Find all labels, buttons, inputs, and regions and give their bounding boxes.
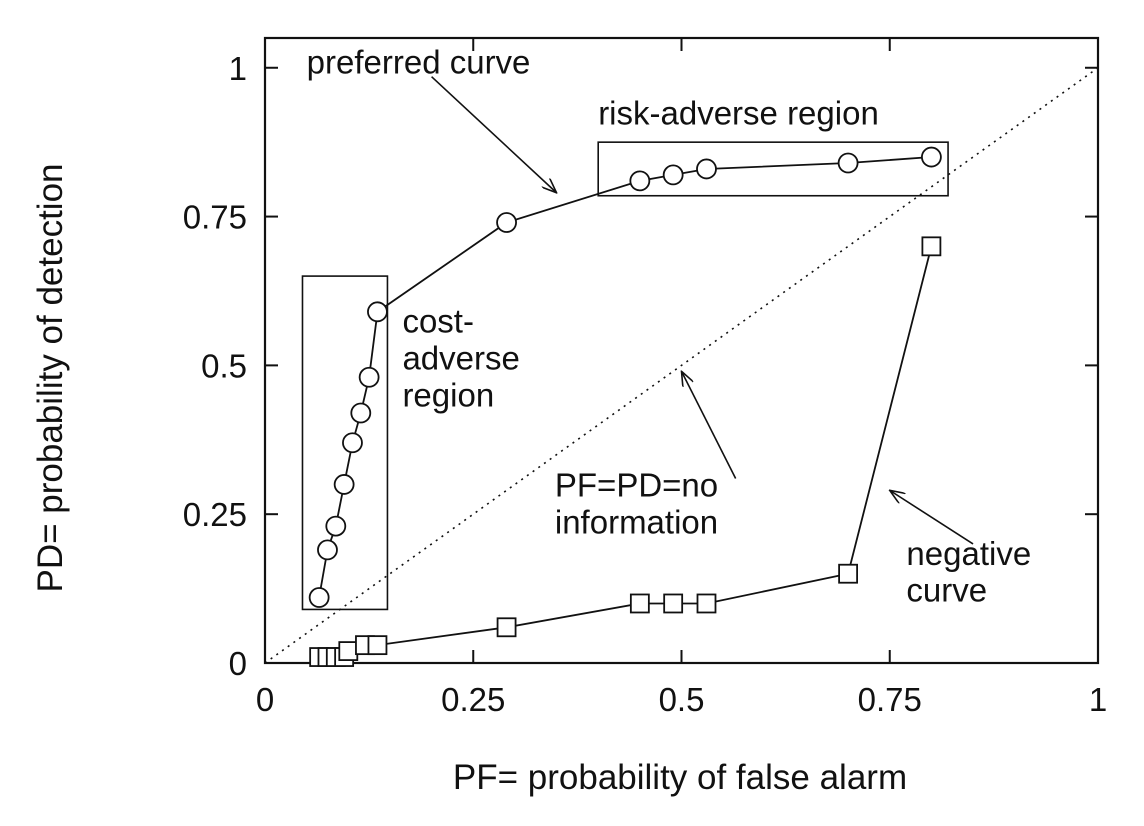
y-tick-label: 0.25 [183, 496, 247, 533]
preferred-curve-annotation-arrow [431, 76, 557, 193]
annotation-line: information [555, 503, 718, 540]
annotation-line: preferred curve [307, 44, 531, 81]
risk-adverse-region-label: risk-adverse region [598, 94, 879, 131]
x-tick-label: 0 [256, 681, 274, 718]
preferred-curve-point [333, 474, 355, 495]
preferred-curve-point [358, 366, 380, 388]
x-tick-label: 0.25 [441, 681, 505, 718]
annotation-line: adverse [402, 340, 519, 377]
preferred-curve-point [342, 432, 363, 454]
preferred-curve-point [325, 515, 347, 537]
y-tick-label: 0.5 [201, 347, 247, 384]
negative-curve-point [838, 563, 858, 584]
negative-curve-point [496, 617, 517, 638]
negative-curve-point [696, 593, 717, 614]
preferred-curve-point [350, 402, 372, 424]
annotation-line: risk-adverse region [598, 94, 879, 131]
y-tick-label: 0 [229, 645, 247, 682]
negative-curve-annotation: negative curve [906, 535, 1031, 609]
preferred-curve-point [629, 170, 651, 192]
x-tick-label: 0.75 [858, 681, 922, 718]
y-tick-label: 0.75 [183, 199, 247, 236]
y-axis-title: PD= probability of detection [31, 163, 70, 592]
no-information-line [264, 67, 1099, 664]
x-tick-label: 0.5 [659, 681, 705, 718]
risk-adverse-region-box [597, 141, 949, 197]
no-information-annotation-arrow [682, 371, 737, 479]
preferred-curve-point [837, 152, 859, 174]
negative-curve-annotation-arrow [890, 490, 974, 545]
no-information-annotation: PF=PD=no information [555, 466, 718, 540]
negative-curve-point [663, 593, 684, 614]
preferred-curve-annotation: preferred curve [307, 44, 531, 81]
preferred-curve-point [308, 587, 330, 608]
preferred-curve-point [662, 164, 684, 186]
negative-curve-point [367, 635, 388, 656]
annotation-line: region [402, 377, 494, 414]
x-axis-title: PF= probability of false alarm [453, 758, 907, 797]
preferred-curve-point [921, 146, 942, 168]
negative-curve-point [921, 236, 942, 257]
y-tick-label: 1 [229, 50, 247, 87]
preferred-curve-point [367, 301, 388, 323]
x-tick-label: 1 [1089, 681, 1107, 718]
cost-adverse-region-label: cost-adverse region [402, 303, 519, 414]
negative-curve-point [338, 641, 359, 661]
preferred-curve-point [696, 158, 717, 180]
annotation-line: PF=PD=no [555, 466, 718, 503]
annotation-line: curve [906, 572, 987, 609]
preferred-curve-point [496, 212, 517, 233]
cost-adverse-region-box [301, 275, 389, 611]
annotation-line: cost- [402, 303, 474, 340]
negative-curve-point [629, 593, 650, 614]
preferred-curve-point [317, 539, 338, 561]
